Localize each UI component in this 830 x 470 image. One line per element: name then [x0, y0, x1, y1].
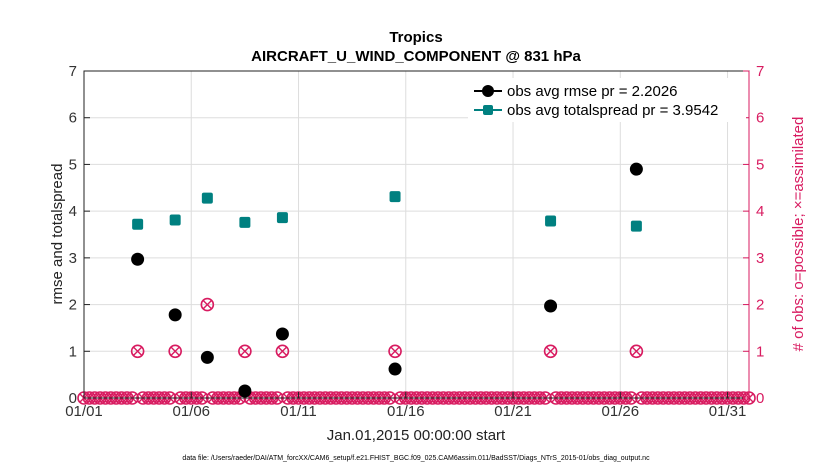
- x-axis-label: Jan.01,2015 00:00:00 start: [327, 427, 506, 444]
- y-tick-label: 3: [69, 250, 77, 267]
- y-right-tick-label: 1: [756, 343, 764, 360]
- obs-count-point: [200, 297, 215, 312]
- x-tick-label: 01/06: [172, 403, 210, 420]
- y-tick-label: 7: [69, 63, 77, 80]
- x-tick-label: 01/01: [65, 403, 103, 420]
- rmse-point: [131, 252, 145, 266]
- y-right-tick-label: 2: [756, 297, 764, 314]
- y-right-tick-label: 7: [756, 63, 764, 80]
- y-tick-label: 2: [69, 297, 77, 314]
- y-axis-label-right: # of obs: o=possible; ×=assimilated: [790, 117, 807, 352]
- rmse-point: [629, 162, 643, 176]
- legend: obs avg rmse pr = 2.2026 obs avg totalsp…: [468, 78, 746, 122]
- y-tick-label: 0: [69, 390, 77, 407]
- totalspread-point: [545, 215, 557, 227]
- y-tick-label: 4: [69, 203, 77, 220]
- obs-count-point: [629, 344, 644, 359]
- y-right-tick-label: 4: [756, 203, 764, 220]
- x-tick-label: 01/26: [602, 403, 640, 420]
- totalspread-point: [630, 220, 642, 232]
- chart-subtitle: AIRCRAFT_U_WIND_COMPONENT @ 831 hPa: [251, 48, 581, 65]
- totalspread-point: [201, 192, 213, 204]
- chart-title: Tropics: [389, 29, 442, 46]
- y-axis-label: rmse and totalspread: [49, 164, 66, 305]
- obs-count-point: [168, 344, 182, 359]
- legend-label-rmse: obs avg rmse pr = 2.2026: [507, 83, 678, 100]
- y-right-tick-label: 0: [756, 390, 764, 407]
- data-layer: [77, 162, 756, 405]
- rmse-point: [388, 362, 402, 376]
- rmse-point: [544, 299, 558, 313]
- obs-count-point: [130, 344, 145, 359]
- totalspread-point: [239, 216, 251, 228]
- x-tick-label: 01/21: [494, 403, 532, 420]
- rmse-point: [200, 350, 214, 364]
- axis-ticks: 0 1 2 3 4 5 6 7 0 1 2 3 4 5 6 7 01/01 01/06 01/11 01/16 01/2…: [65, 63, 764, 420]
- totalspread-point: [276, 212, 288, 224]
- y-right-tick-label: 6: [756, 110, 764, 127]
- y-right-tick-label: 5: [756, 156, 764, 173]
- obs-count-point: [543, 344, 558, 359]
- y-right-tick-label: 3: [756, 250, 764, 267]
- totalspread-point: [132, 218, 144, 230]
- obs-count-point: [388, 344, 402, 359]
- rmse-point: [275, 327, 289, 341]
- y-tick-label: 5: [69, 156, 77, 173]
- totalspread-point: [169, 214, 181, 226]
- y-tick-label: 6: [69, 110, 77, 127]
- legend-marker-rmse: [482, 85, 494, 97]
- x-tick-label: 01/16: [387, 403, 425, 420]
- totalspread-point: [389, 191, 401, 203]
- footer-datafile: data file: /Users/raeder/DAI/ATM_forcXX/…: [182, 455, 650, 462]
- legend-marker-spread: [483, 105, 493, 115]
- x-tick-label: 01/31: [709, 403, 747, 420]
- gridlines: [84, 71, 749, 398]
- obs-count-point: [275, 344, 290, 359]
- rmse-point: [168, 308, 182, 322]
- obs-count-point: [238, 344, 252, 359]
- y-tick-label: 1: [69, 343, 77, 360]
- legend-box: [468, 78, 746, 122]
- x-tick-label: 01/11: [280, 403, 316, 420]
- rmse-point: [238, 384, 252, 398]
- legend-label-spread: obs avg totalspread pr = 3.9542: [507, 102, 718, 119]
